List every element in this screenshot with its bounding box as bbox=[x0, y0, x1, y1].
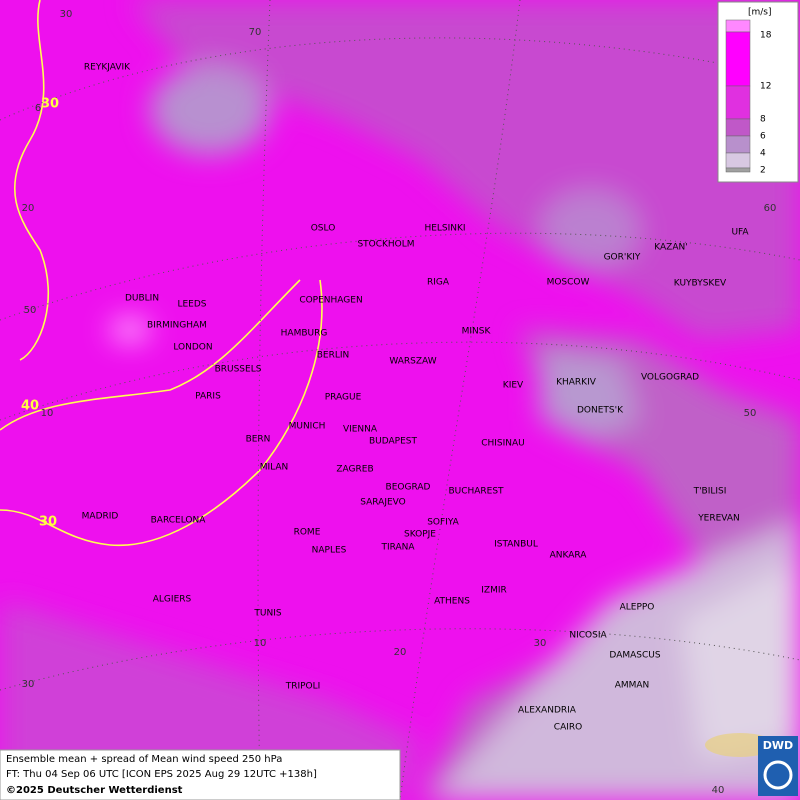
footer-title: Ensemble mean + spread of Mean wind spee… bbox=[6, 754, 282, 765]
city-label: ANKARA bbox=[550, 551, 588, 561]
city-label: TRIPOLI bbox=[285, 682, 321, 692]
city-label: YEREVAN bbox=[697, 514, 740, 524]
city-label: KAZAN' bbox=[654, 243, 687, 253]
city-label: ALEXANDRIA bbox=[518, 706, 577, 716]
isotach-label: 40 bbox=[21, 399, 39, 414]
city-label: TUNIS bbox=[253, 609, 281, 619]
city-label: AMMAN bbox=[615, 681, 650, 691]
city-label: BUDAPEST bbox=[369, 437, 418, 447]
city-label: ALGIERS bbox=[153, 595, 192, 605]
graticule-label: 30 bbox=[60, 9, 73, 20]
city-label: DAMASCUS bbox=[609, 651, 660, 661]
city-label: CAIRO bbox=[554, 723, 582, 733]
isotach-label: 30 bbox=[39, 515, 57, 530]
city-label: NICOSIA bbox=[569, 631, 607, 641]
city-label: PRAGUE bbox=[325, 393, 362, 403]
city-label: RIGA bbox=[427, 278, 450, 288]
city-label: BIRMINGHAM bbox=[147, 321, 207, 331]
legend-level: 4 bbox=[760, 149, 766, 159]
city-label: MADRID bbox=[82, 512, 119, 522]
legend-level: 18 bbox=[760, 31, 772, 41]
city-label: LEEDS bbox=[177, 300, 206, 310]
city-label: MOSCOW bbox=[547, 278, 590, 288]
city-label: STOCKHOLM bbox=[357, 240, 414, 250]
city-label: ALEPPO bbox=[620, 603, 655, 613]
logo-box bbox=[758, 736, 798, 796]
city-label: VOLGOGRAD bbox=[641, 373, 699, 383]
logo-icon bbox=[763, 760, 793, 790]
legend: [m/s] bbox=[717, 1, 799, 183]
city-label: BERLIN bbox=[317, 351, 350, 361]
city-label: CHISINAU bbox=[481, 439, 525, 449]
city-label: HELSINKI bbox=[424, 224, 465, 234]
footer-forecast: FT: Thu 04 Sep 06 UTC [ICON EPS 2025 Aug… bbox=[6, 769, 317, 780]
graticule-label: 50 bbox=[744, 408, 757, 419]
city-label: SOFIYA bbox=[427, 518, 459, 528]
city-label: UFA bbox=[731, 228, 749, 238]
graticule-label: 30 bbox=[22, 679, 35, 690]
legend-unit: [m/s] bbox=[748, 8, 772, 18]
city-label: HAMBURG bbox=[281, 329, 328, 339]
city-label: COPENHAGEN bbox=[299, 296, 362, 306]
city-label: KHARKIV bbox=[556, 378, 597, 388]
city-label: BUCHAREST bbox=[448, 487, 504, 497]
city-label: SARAJEVO bbox=[360, 498, 406, 508]
city-label: PARIS bbox=[195, 392, 221, 402]
graticule-label: 10 bbox=[254, 638, 267, 649]
city-label: LONDON bbox=[173, 343, 212, 353]
graticule-label: 50 bbox=[24, 305, 37, 316]
graticule-label: 70 bbox=[249, 27, 262, 38]
city-label: MUNICH bbox=[289, 422, 326, 432]
isotach-label: 30 bbox=[41, 97, 59, 112]
graticule-label: 10 bbox=[41, 408, 54, 419]
city-label: DUBLIN bbox=[125, 294, 159, 304]
city-label: BARCELONA bbox=[151, 516, 207, 526]
city-label: GOR'KIY bbox=[604, 253, 641, 263]
city-label: BEOGRAD bbox=[386, 483, 431, 493]
city-label: ATHENS bbox=[434, 597, 470, 607]
footer-copyright: ©2025 Deutscher Wetterdienst bbox=[6, 785, 183, 796]
city-label: REYKJAVIK bbox=[84, 63, 131, 73]
graticule-label: 30 bbox=[534, 638, 547, 649]
city-label: MINSK bbox=[462, 327, 492, 337]
city-label: BRUSSELS bbox=[215, 365, 262, 375]
city-label: TIRANA bbox=[380, 543, 415, 553]
legend-level: 2 bbox=[760, 166, 766, 176]
city-label: OSLO bbox=[311, 224, 336, 234]
city-label: NAPLES bbox=[312, 546, 347, 556]
footer-box bbox=[0, 749, 401, 800]
graticule-label: 60 bbox=[764, 203, 777, 214]
city-label: VIENNA bbox=[343, 425, 378, 435]
city-label: T'BILISI bbox=[693, 487, 727, 497]
city-label: ISTANBUL bbox=[494, 540, 538, 550]
city-label: KUYBYSKEV bbox=[674, 279, 727, 289]
city-label: WARSZAW bbox=[389, 357, 436, 367]
graticule-label: 40 bbox=[712, 785, 725, 796]
graticule-label: 20 bbox=[22, 203, 35, 214]
legend-level: 12 bbox=[760, 82, 771, 92]
graticule-label: 20 bbox=[394, 647, 407, 658]
graticule-label: 6 bbox=[35, 103, 41, 114]
legend-level: 8 bbox=[760, 115, 766, 125]
legend-level: 6 bbox=[760, 132, 766, 142]
city-label: SKOPJE bbox=[404, 530, 436, 540]
shading-patch bbox=[705, 733, 775, 757]
city-label: KIEV bbox=[503, 381, 524, 391]
city-label: BERN bbox=[246, 435, 271, 445]
city-label: DONETS'K bbox=[577, 406, 624, 416]
city-label: MILAN bbox=[260, 463, 289, 473]
logo-text: DWD bbox=[763, 739, 793, 752]
city-label: ROME bbox=[294, 528, 321, 538]
city-label: IZMIR bbox=[481, 586, 507, 596]
city-label: ZAGREB bbox=[336, 465, 373, 475]
isotachs bbox=[0, 0, 323, 547]
